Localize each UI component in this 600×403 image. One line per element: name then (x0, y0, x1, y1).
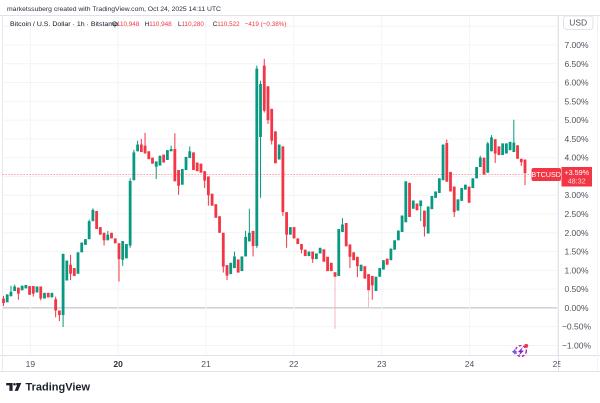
svg-text:21: 21 (201, 359, 211, 369)
svg-text:5.50%: 5.50% (564, 96, 589, 106)
svg-text:O110,948: O110,948 (112, 21, 140, 28)
svg-text:−0.50%: −0.50% (562, 322, 592, 332)
svg-text:4.00%: 4.00% (564, 153, 589, 163)
svg-text:19: 19 (26, 359, 36, 369)
svg-text:H110,948: H110,948 (145, 21, 172, 28)
svg-text:0.00%: 0.00% (564, 303, 589, 313)
svg-text:6.50%: 6.50% (564, 59, 589, 69)
svg-text:4.50%: 4.50% (564, 134, 589, 144)
svg-text:−1.00%: −1.00% (562, 340, 592, 350)
svg-text:USD: USD (569, 18, 587, 28)
svg-text:1.50%: 1.50% (564, 247, 589, 257)
svg-text:+3.59%: +3.59% (564, 168, 589, 177)
svg-text:−419 (−0.38%): −419 (−0.38%) (245, 21, 287, 28)
svg-text:24: 24 (465, 359, 475, 369)
svg-text:BTCUSD: BTCUSD (531, 170, 561, 179)
svg-text:25: 25 (553, 359, 563, 369)
svg-text:marketssuberg created with Tra: marketssuberg created with TradingView.c… (7, 6, 221, 13)
svg-text:48:32: 48:32 (568, 177, 586, 186)
svg-text:22: 22 (289, 359, 299, 369)
svg-text:1.00%: 1.00% (564, 265, 589, 275)
svg-text:20: 20 (113, 359, 123, 369)
svg-text:Bitcoin / U.S. Dollar · 1h · B: Bitcoin / U.S. Dollar · 1h · Bitstamp (10, 21, 118, 28)
svg-text:2.00%: 2.00% (564, 228, 589, 238)
svg-text:C110,522: C110,522 (213, 21, 240, 28)
svg-text:0.50%: 0.50% (564, 284, 589, 294)
svg-text:TradingView: TradingView (26, 382, 91, 394)
svg-text:L110,280: L110,280 (178, 21, 204, 28)
svg-text:2.50%: 2.50% (564, 209, 589, 219)
svg-text:23: 23 (377, 359, 387, 369)
svg-text:3.00%: 3.00% (564, 190, 589, 200)
svg-text:6.00%: 6.00% (564, 78, 589, 88)
svg-text:7.00%: 7.00% (564, 40, 589, 50)
svg-text:5.00%: 5.00% (564, 115, 589, 125)
